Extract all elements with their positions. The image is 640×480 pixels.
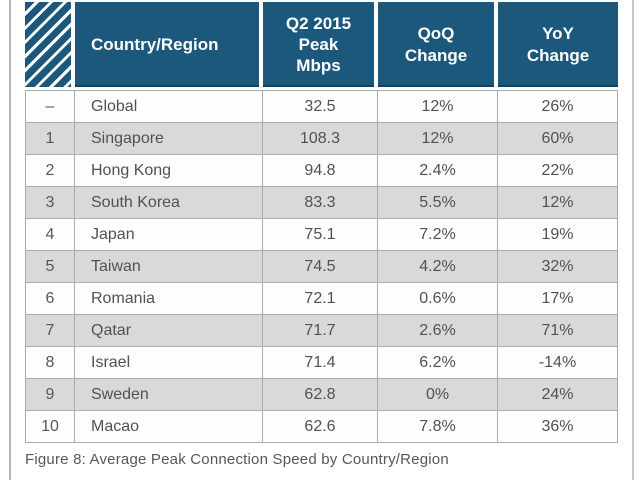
yoy-cell: 24%	[498, 379, 618, 411]
rank-cell: 9	[25, 379, 75, 411]
country-cell: Global	[75, 90, 263, 123]
yoy-column-header: YoY Change	[498, 2, 618, 90]
yoy-cell: 60%	[498, 123, 618, 155]
qoq-cell: 7.2%	[378, 219, 498, 251]
qoq-cell: 0.6%	[378, 283, 498, 315]
header-row: Country/Region Q2 2015 Peak Mbps QoQ Cha…	[25, 2, 618, 90]
rank-cell: 5	[25, 251, 75, 283]
yoy-cell: 36%	[498, 411, 618, 443]
table-body: – Global 32.5 12% 26% 1 Singapore 108.3 12% 60% 2 H…	[25, 90, 618, 443]
peak-speed-table: Country/Region Q2 2015 Peak Mbps QoQ Cha…	[25, 2, 618, 443]
table-row: 6 Romania 72.1 0.6% 17%	[25, 283, 618, 315]
page-edge-line-left	[9, 0, 11, 480]
qoq-cell: 12%	[378, 90, 498, 123]
table-row: 4 Japan 75.1 7.2% 19%	[25, 219, 618, 251]
mbps-cell: 62.6	[263, 411, 378, 443]
country-cell: Qatar	[75, 315, 263, 347]
country-cell: Japan	[75, 219, 263, 251]
rank-cell: 10	[25, 411, 75, 443]
mbps-cell: 74.5	[263, 251, 378, 283]
table-row: 10 Macao 62.6 7.8% 36%	[25, 411, 618, 443]
qoq-cell: 7.8%	[378, 411, 498, 443]
country-cell: Hong Kong	[75, 155, 263, 187]
mbps-cell: 72.1	[263, 283, 378, 315]
mbps-cell: 75.1	[263, 219, 378, 251]
yoy-cell: 26%	[498, 90, 618, 123]
qoq-cell: 2.6%	[378, 315, 498, 347]
country-column-header: Country/Region	[75, 2, 263, 90]
rank-cell: 6	[25, 283, 75, 315]
rank-cell: 7	[25, 315, 75, 347]
mbps-cell: 71.7	[263, 315, 378, 347]
qoq-cell: 6.2%	[378, 347, 498, 379]
yoy-cell: 12%	[498, 187, 618, 219]
mbps-cell: 71.4	[263, 347, 378, 379]
country-cell: Singapore	[75, 123, 263, 155]
rank-cell: –	[25, 90, 75, 123]
yoy-cell: 32%	[498, 251, 618, 283]
table-row: 7 Qatar 71.7 2.6% 71%	[25, 315, 618, 347]
country-cell: Sweden	[75, 379, 263, 411]
rank-cell: 4	[25, 219, 75, 251]
rank-cell: 3	[25, 187, 75, 219]
qoq-column-header: QoQ Change	[378, 2, 498, 90]
rank-cell: 1	[25, 123, 75, 155]
qoq-cell: 12%	[378, 123, 498, 155]
figure-caption: Figure 8: Average Peak Connection Speed …	[25, 451, 449, 468]
mbps-cell: 62.8	[263, 379, 378, 411]
page-edge-line-right	[632, 0, 634, 480]
table-row: 2 Hong Kong 94.8 2.4% 22%	[25, 155, 618, 187]
yoy-cell: 19%	[498, 219, 618, 251]
mbps-cell: 108.3	[263, 123, 378, 155]
mbps-column-header: Q2 2015 Peak Mbps	[263, 2, 378, 90]
country-cell: South Korea	[75, 187, 263, 219]
yoy-cell: 17%	[498, 283, 618, 315]
country-cell: Taiwan	[75, 251, 263, 283]
yoy-cell: 71%	[498, 315, 618, 347]
qoq-cell: 5.5%	[378, 187, 498, 219]
country-cell: Israel	[75, 347, 263, 379]
country-cell: Romania	[75, 283, 263, 315]
mbps-cell: 83.3	[263, 187, 378, 219]
yoy-cell: 22%	[498, 155, 618, 187]
mbps-cell: 32.5	[263, 90, 378, 123]
country-cell: Macao	[75, 411, 263, 443]
qoq-cell: 2.4%	[378, 155, 498, 187]
rank-cell: 2	[25, 155, 75, 187]
qoq-cell: 0%	[378, 379, 498, 411]
mbps-cell: 94.8	[263, 155, 378, 187]
yoy-cell: -14%	[498, 347, 618, 379]
table-row: 5 Taiwan 74.5 4.2% 32%	[25, 251, 618, 283]
table-header: Country/Region Q2 2015 Peak Mbps QoQ Cha…	[25, 2, 618, 90]
table-row: 1 Singapore 108.3 12% 60%	[25, 123, 618, 155]
table-row: 3 South Korea 83.3 5.5% 12%	[25, 187, 618, 219]
table-row: 8 Israel 71.4 6.2% -14%	[25, 347, 618, 379]
qoq-cell: 4.2%	[378, 251, 498, 283]
table-row: 9 Sweden 62.8 0% 24%	[25, 379, 618, 411]
rank-cell: 8	[25, 347, 75, 379]
table-row: – Global 32.5 12% 26%	[25, 90, 618, 123]
rank-header-hatch-cell	[25, 2, 75, 90]
